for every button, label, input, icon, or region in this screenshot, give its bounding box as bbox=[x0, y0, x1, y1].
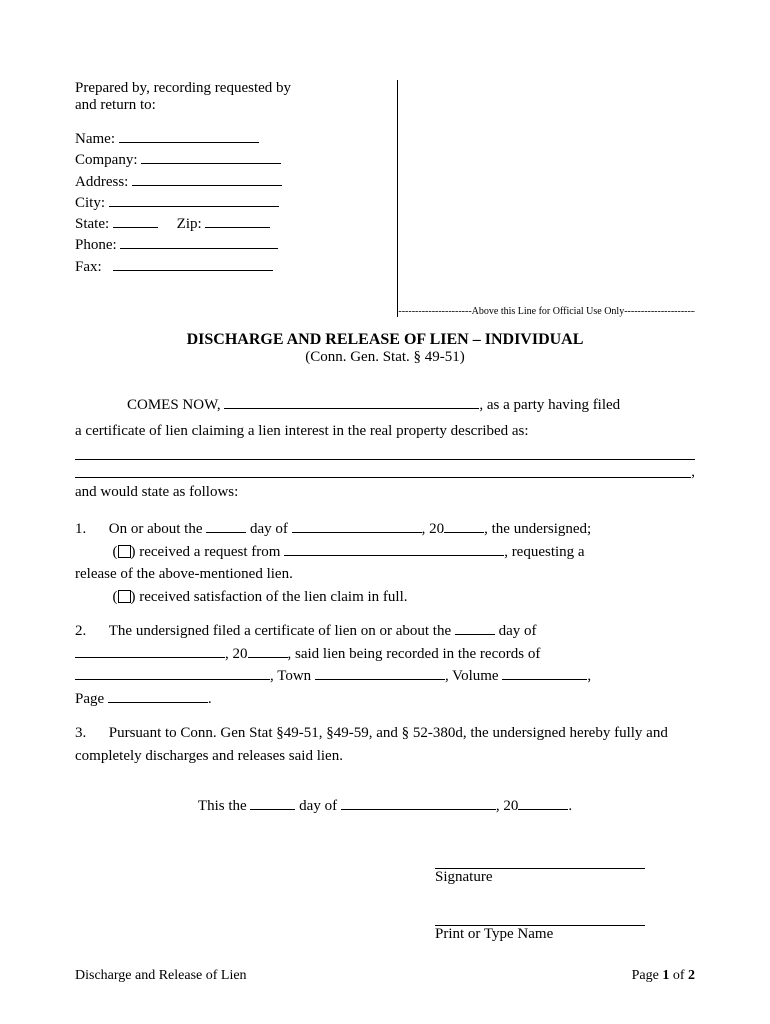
document-subtitle: (Conn. Gen. Stat. § 49-51) bbox=[75, 349, 695, 366]
blank-this-day[interactable] bbox=[250, 795, 295, 810]
blank-party[interactable] bbox=[224, 394, 479, 409]
item-2: 2. The undersigned filed a certificate o… bbox=[75, 620, 695, 710]
footer-right: Page 1 of 2 bbox=[632, 968, 695, 984]
header-section: Prepared by, recording requested by and … bbox=[75, 80, 695, 317]
blank-month1[interactable] bbox=[292, 518, 422, 533]
footer-left: Discharge and Release of Lien bbox=[75, 968, 247, 984]
blank-year2[interactable] bbox=[248, 643, 288, 658]
field-city: City: bbox=[75, 192, 377, 213]
blank-records[interactable] bbox=[75, 665, 270, 680]
item-1: 1. On or about the day of , 20, the unde… bbox=[75, 518, 695, 608]
blank-day1[interactable] bbox=[206, 518, 246, 533]
signature-label: Signature bbox=[435, 869, 695, 886]
blank-town[interactable] bbox=[315, 665, 445, 680]
comes-now-line2: a certificate of lien claiming a lien in… bbox=[75, 421, 695, 443]
blank-this-month[interactable] bbox=[341, 795, 496, 810]
blank-phone[interactable] bbox=[120, 234, 278, 249]
field-fax: Fax: bbox=[75, 256, 377, 277]
property-desc-line1[interactable] bbox=[75, 446, 695, 460]
field-company: Company: bbox=[75, 149, 377, 170]
blank-day2[interactable] bbox=[455, 620, 495, 635]
blank-month2[interactable] bbox=[75, 643, 225, 658]
blank-address[interactable] bbox=[132, 171, 282, 186]
checkbox-satisfaction[interactable] bbox=[118, 590, 131, 603]
checkbox-request[interactable] bbox=[118, 545, 131, 558]
signature-block: Signature Print or Type Name bbox=[435, 855, 695, 943]
prep-line1: Prepared by, recording requested by bbox=[75, 80, 377, 97]
printname-line[interactable] bbox=[435, 912, 645, 926]
prep-heading: Prepared by, recording requested by and … bbox=[75, 80, 377, 114]
property-desc-line2[interactable] bbox=[75, 464, 691, 478]
field-name: Name: bbox=[75, 128, 377, 149]
printname-label: Print or Type Name bbox=[435, 926, 695, 943]
blank-volume[interactable] bbox=[502, 665, 587, 680]
field-phone: Phone: bbox=[75, 234, 377, 255]
blank-zip[interactable] bbox=[205, 213, 270, 228]
would-state: and would state as follows: bbox=[75, 482, 695, 504]
preparer-box: Prepared by, recording requested by and … bbox=[75, 80, 397, 317]
signature-line[interactable] bbox=[435, 855, 645, 869]
official-use-line: ----------------------Above this Line fo… bbox=[398, 306, 695, 317]
blank-company[interactable] bbox=[141, 149, 281, 164]
item-3: 3. Pursuant to Conn. Gen Stat §49-51, §4… bbox=[75, 722, 695, 767]
date-line: This the day of , 20. bbox=[75, 795, 695, 815]
blank-state[interactable] bbox=[113, 213, 158, 228]
field-state-zip: State: Zip: bbox=[75, 213, 377, 234]
official-use-box: ----------------------Above this Line fo… bbox=[397, 80, 695, 317]
blank-this-year[interactable] bbox=[518, 795, 568, 810]
blank-page[interactable] bbox=[108, 688, 208, 703]
blank-year1[interactable] bbox=[444, 518, 484, 533]
footer: Discharge and Release of Lien Page 1 of … bbox=[75, 968, 695, 984]
blank-fax[interactable] bbox=[113, 256, 273, 271]
blank-name[interactable] bbox=[119, 128, 259, 143]
document-title: DISCHARGE AND RELEASE OF LIEN – INDIVIDU… bbox=[75, 331, 695, 349]
blank-city[interactable] bbox=[109, 192, 279, 207]
prep-line2: and return to: bbox=[75, 97, 377, 114]
field-address: Address: bbox=[75, 171, 377, 192]
comes-now-para: COMES NOW, , as a party having filed bbox=[75, 394, 695, 417]
blank-requester[interactable] bbox=[284, 541, 504, 556]
